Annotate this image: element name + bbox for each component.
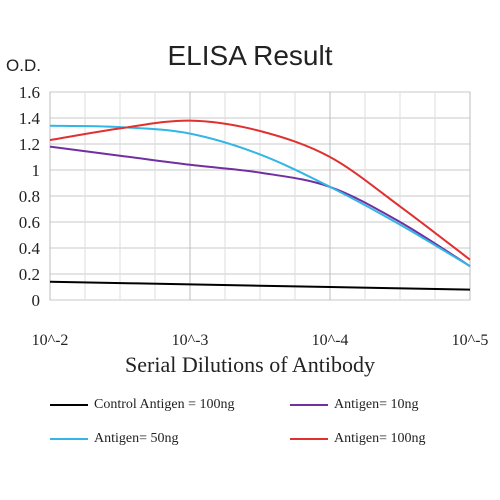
x-axis-label: Serial Dilutions of Antibody <box>125 352 375 377</box>
legend-label-10ng: Antigen= 10ng <box>334 397 419 412</box>
legend-swatch-control <box>50 404 88 406</box>
y-tick-label: 1.2 <box>19 135 40 154</box>
chart-legend: Control Antigen = 100ng Antigen= 10ng An… <box>0 392 500 462</box>
y-tick-label: 1.6 <box>19 83 40 102</box>
y-tick-label: 0.2 <box>19 265 40 284</box>
legend-label-control: Control Antigen = 100ng <box>94 397 235 412</box>
chart-title: ELISA Result <box>167 40 333 71</box>
x-tick-label: 10^-2 <box>32 332 69 349</box>
y-tick-label: 0 <box>32 291 41 310</box>
series-line-10ng <box>49 145 471 268</box>
y-tick-label: 0.4 <box>19 239 41 258</box>
y-axis-label: O.D. <box>6 56 41 75</box>
legend-item-10ng: Antigen= 10ng <box>290 397 419 413</box>
legend-label-100ng: Antigen= 100ng <box>334 431 426 446</box>
y-tick-label: 0.6 <box>19 213 40 232</box>
series-line-100ng <box>49 119 471 261</box>
series-line-50ng <box>49 124 471 268</box>
legend-item-100ng: Antigen= 100ng <box>290 431 426 447</box>
y-tick-label: 1.4 <box>19 109 41 128</box>
legend-label-50ng: Antigen= 50ng <box>94 431 179 446</box>
legend-item-control: Control Antigen = 100ng <box>50 397 235 413</box>
x-tick-label: 10^-4 <box>312 332 349 349</box>
x-tick-label: 10^-3 <box>172 332 209 349</box>
y-tick-label: 0.8 <box>19 187 40 206</box>
legend-swatch-100ng <box>290 438 328 440</box>
legend-swatch-10ng <box>290 404 328 406</box>
series-line-control <box>49 280 471 291</box>
legend-swatch-50ng <box>50 438 88 440</box>
x-tick-label: 10^-5 <box>452 332 489 349</box>
y-tick-label: 1 <box>32 161 41 180</box>
legend-item-50ng: Antigen= 50ng <box>50 431 179 447</box>
